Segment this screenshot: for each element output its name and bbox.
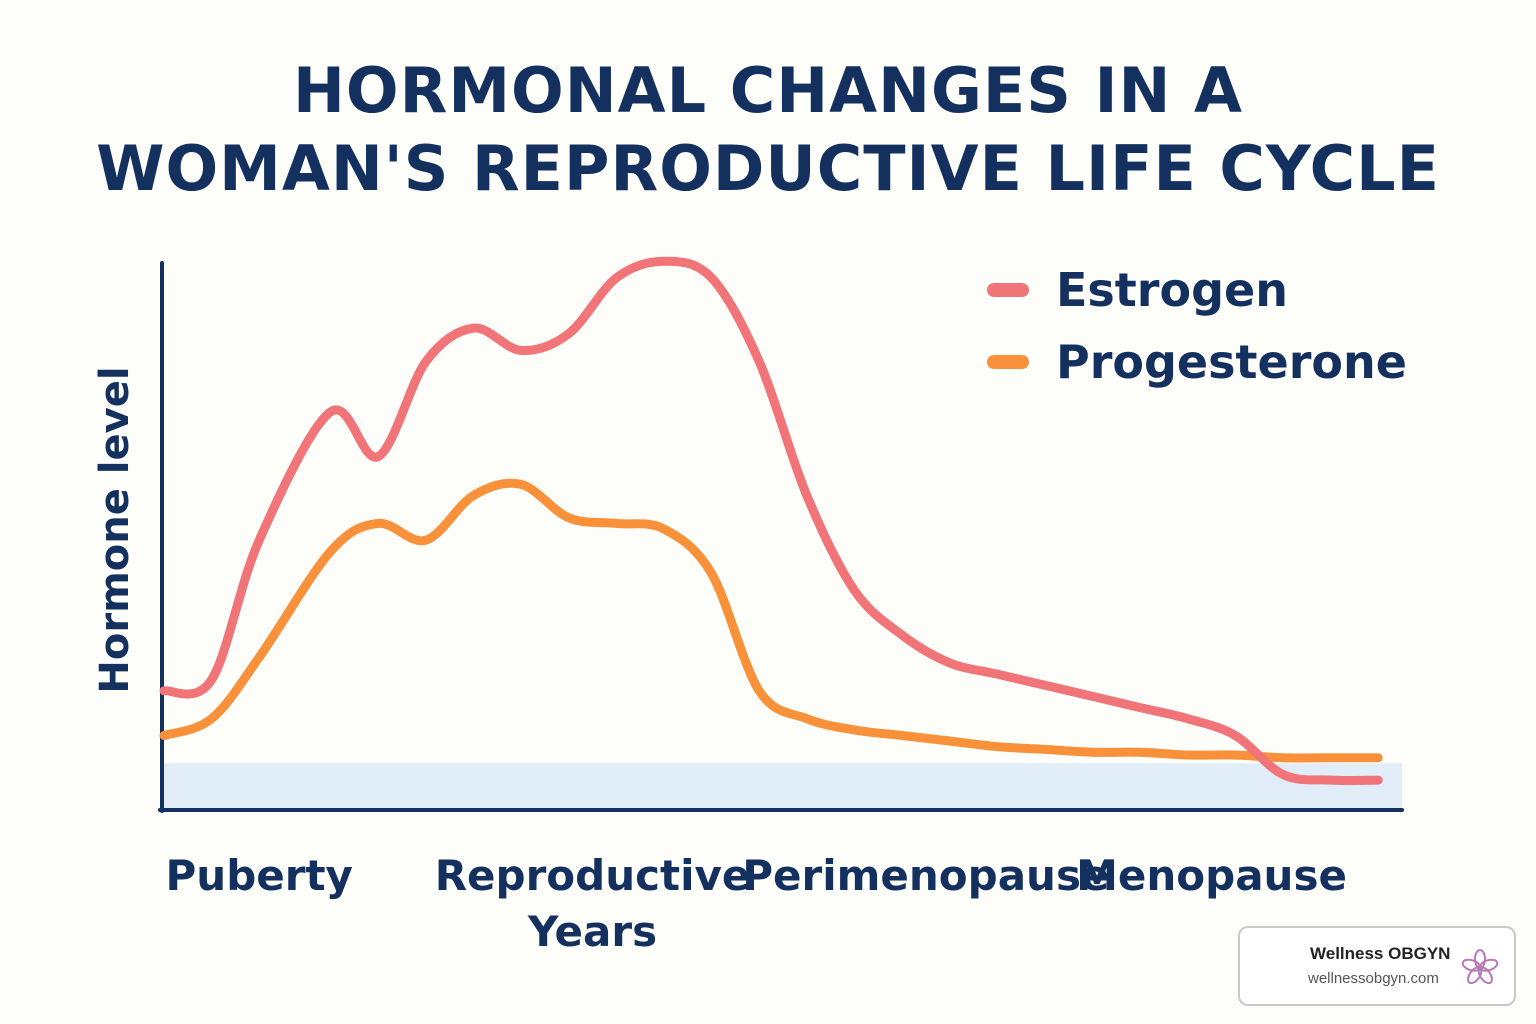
series-layer [159,256,1383,785]
baseline-band-layer [164,763,1402,808]
legend-label-progesterone: Progesterone [1056,335,1407,389]
chart-title: HORMONAL CHANGES IN A WOMAN'S REPRODUCTI… [0,52,1536,208]
x-tick-label: Reproductive Years [435,851,751,956]
badge-name: Wellness OBGYN [1310,944,1451,963]
flower-icon [1461,949,1499,985]
series-line-estrogen [159,256,1383,785]
chart-title-line-2: WOMAN'S REPRODUCTIVE LIFE CYCLE [96,132,1440,205]
series-line-progesterone [159,478,1383,763]
baseline-band [164,763,1402,808]
badge-url: wellnessobgyn.com [1308,970,1439,987]
legend: Estrogen Progesterone [987,263,1407,389]
chart-title-line-1: HORMONAL CHANGES IN A [293,54,1243,127]
x-tick-label: Perimenopause [742,851,1109,900]
legend-label-estrogen: Estrogen [1056,263,1288,317]
x-tick-label: Menopause [1076,851,1347,900]
watermark-badge: Wellness OBGYN wellnessobgyn.com [1238,926,1516,1006]
x-tick-label: Puberty [166,851,353,900]
x-tick-labels: Puberty Reproductive YearsPerimenopauseMen… [166,851,1347,956]
y-axis-label: Hormone level [92,366,138,693]
axes [158,261,1404,813]
